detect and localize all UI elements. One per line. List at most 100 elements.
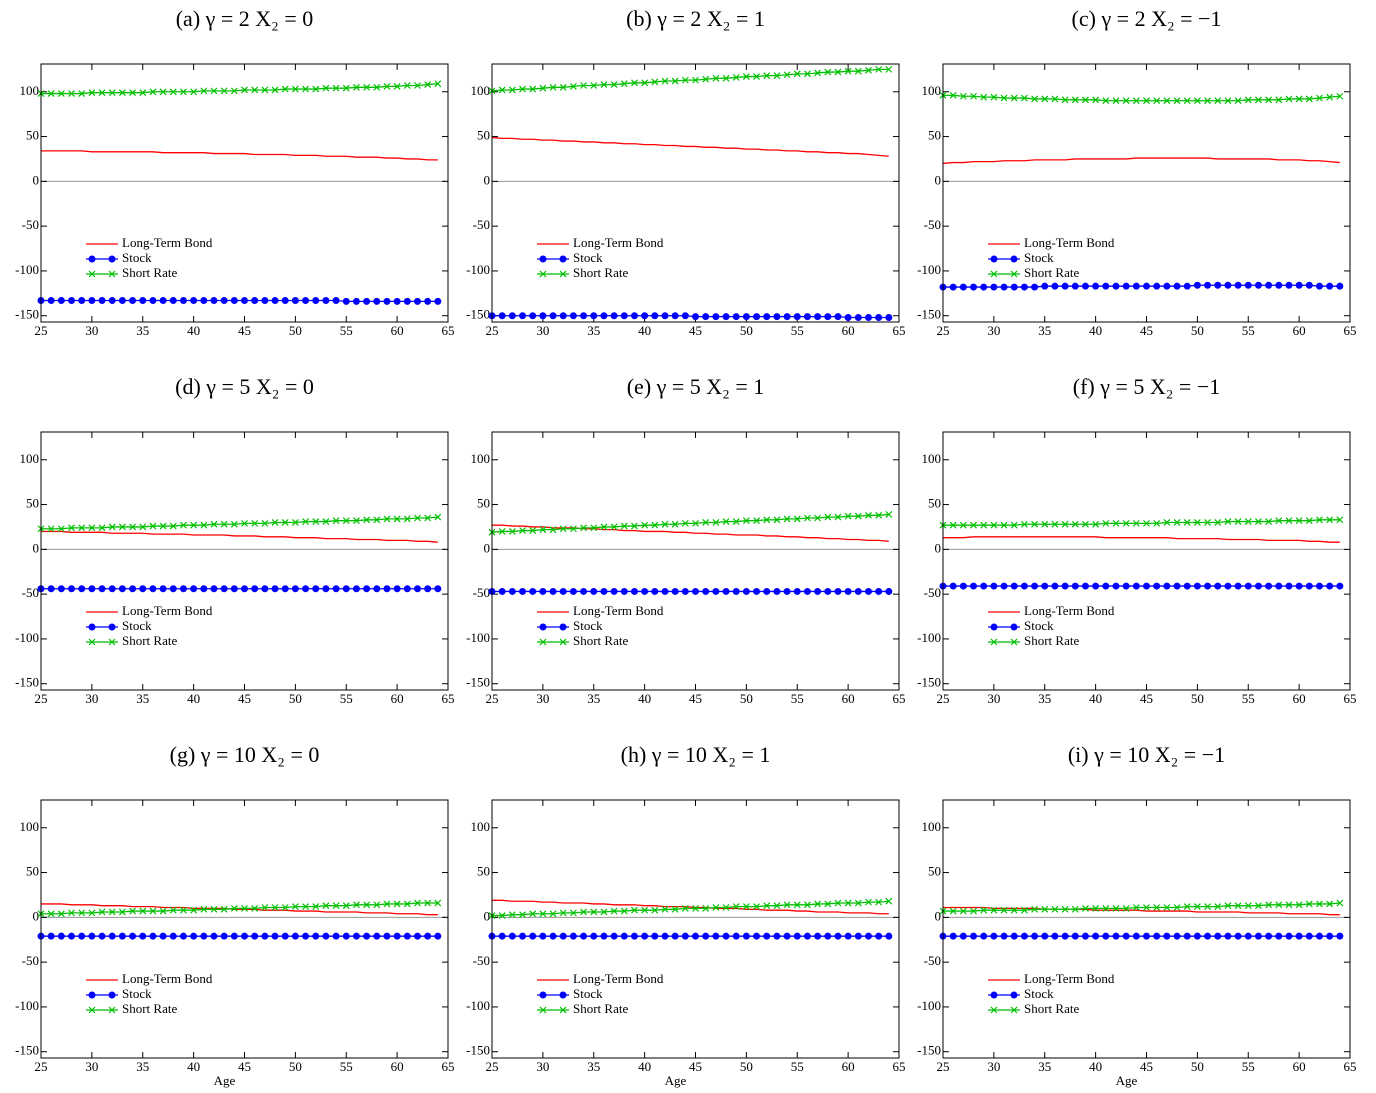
marker-dot [1081,282,1089,290]
marker-dot [210,297,218,304]
marker-dot [620,312,628,320]
marker-dot [169,932,177,940]
marker-cross [129,89,136,97]
marker-dot [1071,582,1079,590]
y-tick-label: -150 [917,1043,941,1058]
marker-dot [139,585,147,593]
marker-dot [793,313,801,321]
marker-cross [1061,96,1069,104]
marker-cross [1275,96,1283,104]
marker-cross [1163,97,1171,105]
x-tick-label: 60 [391,691,404,706]
marker-cross [434,80,442,88]
marker-dot [352,297,360,305]
marker-dot [1204,281,1212,289]
marker-dot [1193,582,1201,590]
marker-dot [1061,932,1069,940]
marker-dot [559,991,567,999]
marker-cross [865,66,872,74]
x-tick-label: 65 [442,691,455,706]
marker-cross [600,523,608,531]
marker-cross [1305,900,1313,908]
marker-cross [498,528,506,535]
marker-dot [57,932,65,940]
marker-cross [47,910,55,918]
marker-cross [1000,906,1008,914]
series-line [492,900,889,917]
marker-dot [712,587,720,595]
marker-dot [1153,582,1161,590]
marker-dot [1285,932,1293,940]
marker-dot [1092,582,1100,590]
marker-cross [834,68,842,76]
marker-dot [47,297,55,304]
marker-cross [580,82,587,89]
marker-cross [1255,518,1262,526]
marker-dot [98,932,106,940]
y-tick-label: 100 [471,83,491,98]
marker-dot [1122,582,1130,590]
marker-cross [312,85,320,93]
marker-cross [1244,902,1252,910]
marker-cross [312,903,320,911]
marker-dot [373,585,381,593]
marker-cross [57,525,65,533]
marker-cross [559,1006,567,1014]
y-tick-label: -100 [466,262,490,277]
marker-dot [1214,932,1222,940]
marker-dot [1224,932,1232,940]
marker-cross [661,520,669,528]
marker-cross [1102,519,1110,527]
marker-cross [865,511,872,519]
marker-cross [1132,519,1140,527]
marker-cross [1061,520,1069,528]
series-line [41,530,438,543]
marker-cross [180,88,187,96]
marker-cross [220,520,228,528]
marker-cross [732,74,740,81]
x-tick-label: 30 [85,323,98,338]
marker-dot [241,932,248,940]
legend-label: Stock [122,986,152,1001]
marker-dot [641,312,649,320]
marker-cross [1031,95,1038,103]
y-tick-label: 0 [33,540,40,555]
marker-cross [773,72,781,80]
marker-cross [793,901,801,909]
marker-dot [1132,582,1140,590]
marker-dot [1295,281,1303,289]
marker-dot [864,587,872,595]
marker-cross [383,515,391,523]
marker-cross [403,82,411,89]
marker-cross [498,86,506,94]
marker-dot [814,587,822,595]
marker-cross [580,524,587,532]
marker-cross [353,901,360,909]
marker-dot [814,932,822,940]
marker-dot [230,585,238,593]
marker-dot [1265,582,1273,590]
marker-cross [302,85,309,93]
marker-dot [549,932,557,940]
marker-cross [875,511,883,519]
marker-dot [854,314,862,322]
marker-dot [88,932,96,940]
marker-dot [783,587,791,595]
marker-dot [1132,932,1140,940]
marker-dot [559,255,567,263]
marker-cross [519,85,526,93]
marker-dot [241,585,248,593]
marker-cross [590,82,598,89]
marker-cross [129,907,136,915]
marker-dot [783,932,791,940]
marker-dot [1183,582,1191,590]
panel-title: (b) γ = 2 X₂ = 1 [626,6,765,31]
marker-cross [363,516,371,524]
x-tick-label: 40 [1089,691,1102,706]
x-tick-label: 45 [1140,323,1153,338]
marker-cross [559,525,567,533]
marker-dot [1061,582,1069,590]
marker-dot [559,932,567,940]
marker-dot [1031,932,1039,940]
